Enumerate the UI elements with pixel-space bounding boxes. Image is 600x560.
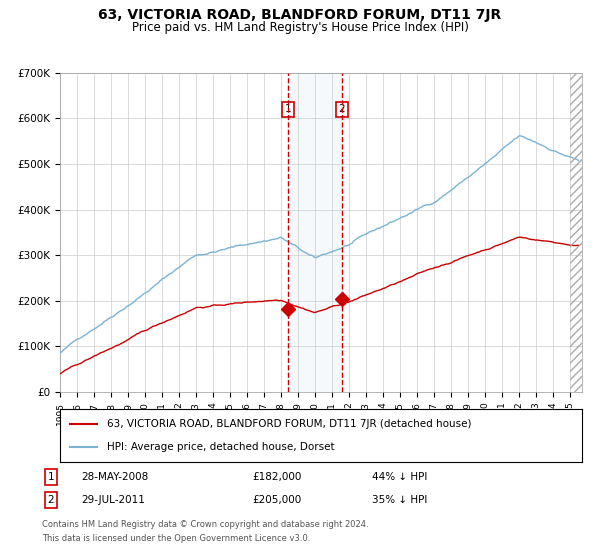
Text: 1: 1	[285, 104, 292, 114]
Text: This data is licensed under the Open Government Licence v3.0.: This data is licensed under the Open Gov…	[42, 534, 310, 543]
Text: 28-MAY-2008: 28-MAY-2008	[81, 472, 148, 482]
Text: 63, VICTORIA ROAD, BLANDFORD FORUM, DT11 7JR (detached house): 63, VICTORIA ROAD, BLANDFORD FORUM, DT11…	[107, 419, 472, 429]
Text: 35% ↓ HPI: 35% ↓ HPI	[372, 495, 427, 505]
Text: £182,000: £182,000	[252, 472, 301, 482]
Text: HPI: Average price, detached house, Dorset: HPI: Average price, detached house, Dors…	[107, 442, 335, 452]
Text: 1: 1	[47, 472, 55, 482]
Text: 2: 2	[47, 495, 55, 505]
Text: £205,000: £205,000	[252, 495, 301, 505]
Text: 44% ↓ HPI: 44% ↓ HPI	[372, 472, 427, 482]
Text: Price paid vs. HM Land Registry's House Price Index (HPI): Price paid vs. HM Land Registry's House …	[131, 21, 469, 34]
Text: 29-JUL-2011: 29-JUL-2011	[81, 495, 145, 505]
Text: 2: 2	[338, 104, 345, 114]
Text: 63, VICTORIA ROAD, BLANDFORD FORUM, DT11 7JR: 63, VICTORIA ROAD, BLANDFORD FORUM, DT11…	[98, 8, 502, 22]
Text: Contains HM Land Registry data © Crown copyright and database right 2024.: Contains HM Land Registry data © Crown c…	[42, 520, 368, 529]
Bar	[288, 73, 342, 392]
Bar	[570, 73, 582, 392]
